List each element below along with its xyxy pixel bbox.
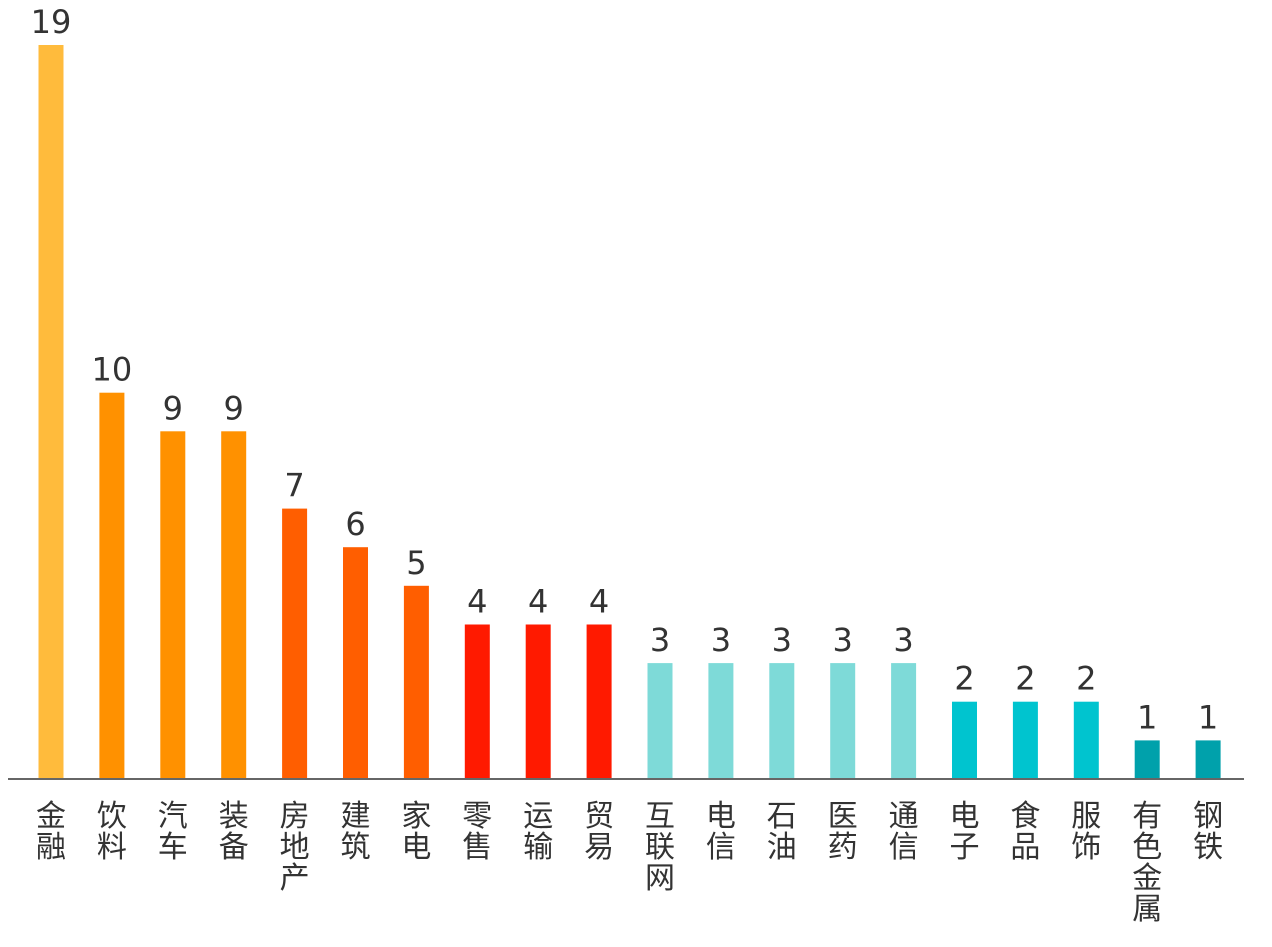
category-label-11: 电信 [706, 799, 736, 865]
bar-5 [343, 547, 368, 779]
value-label-7: 4 [467, 583, 487, 621]
value-label-2: 9 [163, 389, 183, 427]
value-label-10: 3 [650, 621, 670, 659]
value-label-6: 5 [406, 544, 426, 582]
value-label-3: 9 [224, 389, 244, 427]
bar-0 [38, 45, 64, 779]
category-label-14: 通信 [889, 799, 919, 865]
bar-16 [1012, 701, 1038, 779]
bar-4 [282, 508, 308, 779]
category-label-12: 石油 [767, 799, 797, 865]
category-label-0: 金融 [36, 799, 66, 865]
value-label-11: 3 [711, 621, 731, 659]
bar-15 [952, 701, 977, 779]
category-label-10: 互联网 [645, 799, 675, 896]
category-label-3: 装备 [219, 799, 249, 865]
category-label-4: 房地产 [280, 799, 310, 896]
bar-1 [99, 392, 125, 779]
category-label-8: 运输 [523, 799, 553, 865]
category-label-6: 家电 [401, 799, 431, 865]
value-label-1: 10 [92, 351, 133, 389]
category-label-2: 汽车 [158, 799, 188, 865]
category-label-15: 电子 [950, 799, 980, 865]
value-label-14: 3 [893, 621, 913, 659]
category-label-19: 钢铁 [1193, 799, 1223, 865]
category-label-18: 有色金属 [1132, 799, 1162, 927]
bar-10 [647, 663, 673, 779]
value-label-0: 19 [31, 3, 72, 41]
bar-19 [1195, 740, 1221, 779]
category-label-16: 食品 [1010, 799, 1040, 865]
value-label-12: 3 [772, 621, 792, 659]
bar-12 [769, 663, 795, 779]
bar-6 [403, 585, 429, 779]
value-label-4: 7 [284, 467, 304, 505]
value-label-5: 6 [345, 505, 365, 543]
value-label-8: 4 [528, 583, 548, 621]
bar-9 [586, 624, 612, 779]
bar-11 [708, 663, 734, 779]
bar-18 [1134, 740, 1160, 779]
category-label-13: 医药 [828, 799, 858, 865]
category-label-7: 零售 [462, 799, 492, 865]
bar-14 [891, 663, 917, 779]
value-label-15: 2 [954, 660, 974, 698]
value-label-13: 3 [833, 621, 853, 659]
bar-17 [1073, 701, 1099, 779]
bar-8 [525, 624, 551, 779]
bar-2 [160, 431, 186, 779]
category-label-9: 贸易 [584, 799, 614, 865]
bars-group [38, 45, 1221, 779]
bar-3 [221, 431, 247, 779]
bar-13 [830, 663, 856, 779]
category-label-17: 服饰 [1071, 799, 1101, 865]
value-label-18: 1 [1137, 698, 1157, 736]
value-label-16: 2 [1015, 660, 1035, 698]
value-label-19: 1 [1198, 698, 1218, 736]
bar-7 [464, 624, 490, 779]
category-label-1: 饮料 [97, 799, 127, 865]
value-label-17: 2 [1076, 660, 1096, 698]
value-label-9: 4 [589, 583, 609, 621]
category-label-5: 建筑 [341, 799, 371, 865]
value-labels-group: 19 10 9 9 7 6 5 4 4 4 3 3 3 3 3 2 2 2 1 1 [31, 3, 1219, 736]
